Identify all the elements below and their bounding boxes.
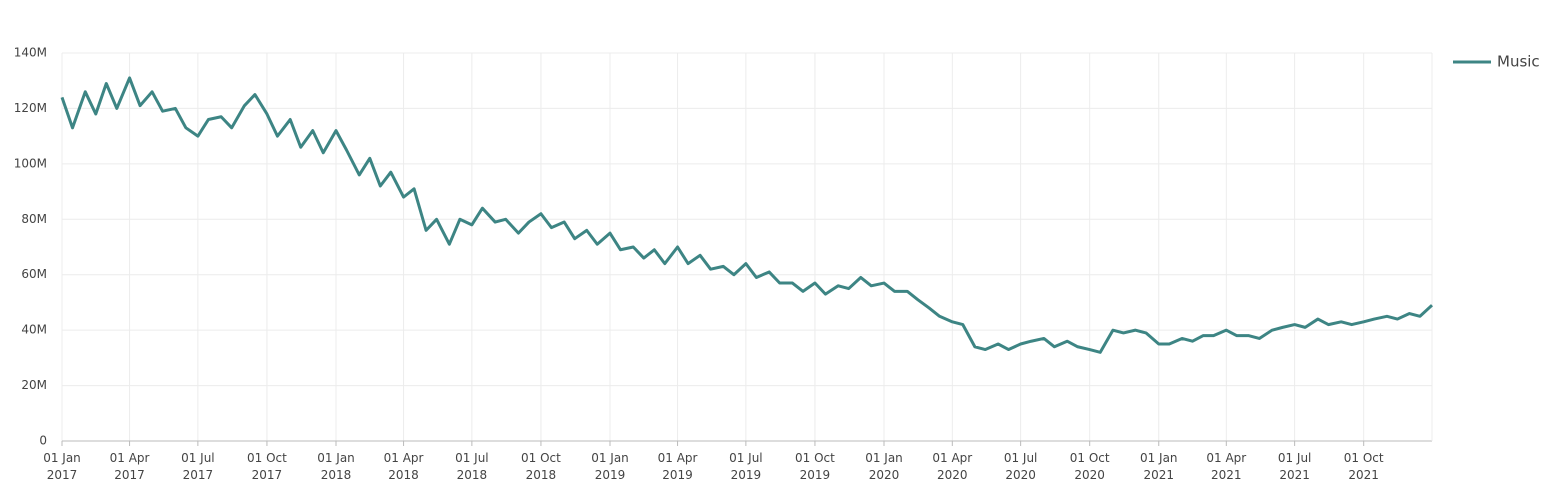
x-tick-label: 01 Oct 2021: [1343, 451, 1384, 482]
x-tick-label: 01 Jan 2018: [317, 451, 355, 482]
y-tick-label: 120M: [14, 101, 47, 115]
y-tick-label: 140M: [14, 46, 47, 60]
x-tick-label: 01 Oct 2020: [1069, 451, 1110, 482]
x-tick-label: 01 Jan 2021: [1139, 451, 1178, 482]
x-tick-label: 01 Jul 2020: [1003, 451, 1038, 482]
y-tick-label: 100M: [14, 156, 47, 170]
legend-label: Music: [1497, 53, 1540, 71]
y-tick-label: 0: [39, 434, 47, 448]
x-tick-label: 01 Apr 2018: [383, 451, 424, 482]
x-tick-label: 01 Oct 2018: [521, 451, 561, 482]
x-tick-label: 01 Jul 2021: [1277, 451, 1312, 482]
x-tick-label: 01 Apr 2017: [109, 451, 150, 482]
x-tick-label: 01 Jan 2020: [865, 451, 903, 482]
x-tick-label: 01 Jan 2017: [43, 451, 81, 482]
x-tick-label: 01 Apr 2020: [932, 451, 973, 482]
x-tick-label: 01 Oct 2019: [795, 451, 835, 482]
x-tick-label: 01 Apr 2019: [657, 451, 698, 482]
y-tick-label: 40M: [21, 323, 47, 337]
y-tick-label: 80M: [21, 212, 47, 226]
x-tick-label: 01 Jul 2019: [729, 451, 763, 482]
x-tick-label: 01 Apr 2021: [1206, 451, 1247, 482]
x-tick-label: 01 Jan 2019: [591, 451, 629, 482]
x-tick-label: 01 Jul 2018: [455, 451, 489, 482]
y-tick-label: 20M: [21, 378, 47, 392]
data-line: [60, 76, 1434, 354]
y-tick-label: 60M: [21, 267, 47, 281]
x-tick-label: 01 Oct 2017: [247, 451, 287, 482]
x-tick-label: 01 Jul 2017: [181, 451, 215, 482]
